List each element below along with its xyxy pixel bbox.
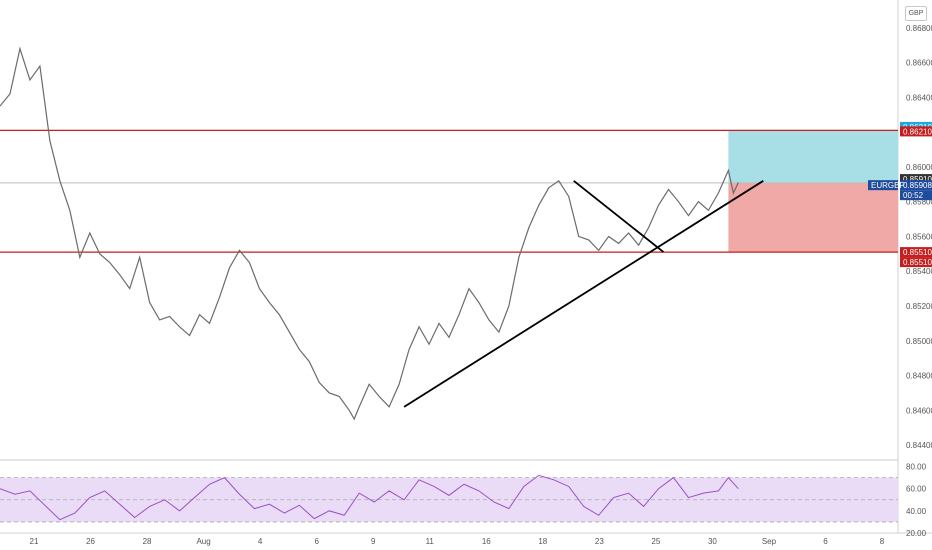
x-tick-label: 9 [371, 537, 376, 546]
price-badge [900, 190, 932, 201]
trendline [403, 180, 764, 408]
symbol-badge [868, 180, 898, 191]
x-tick-label: 4 [258, 537, 263, 546]
x-tick-label: 18 [538, 537, 547, 546]
x-tick-label: 28 [143, 537, 152, 546]
price-badge [900, 180, 932, 191]
price-badge [900, 174, 932, 185]
y-tick-label: 0.84400 [906, 441, 932, 450]
x-tick-label: 26 [86, 537, 95, 546]
x-tick-label: Sep [762, 537, 777, 546]
x-tick-label: 25 [651, 537, 660, 546]
price-badge-label: 0.86210 [903, 127, 932, 136]
x-tick-label: 11 [426, 537, 435, 546]
symbol-badge-label: EURGBP [871, 181, 905, 190]
price-badge [900, 247, 932, 258]
x-tick-label: 30 [708, 537, 717, 546]
x-tick-label: Aug [196, 537, 210, 546]
price-badge-label: 00:52 [903, 191, 924, 200]
x-tick-label: 16 [482, 537, 491, 546]
rsi-line [0, 474, 739, 521]
stop-zone [728, 182, 898, 253]
rsi-y-tick-label: 40.00 [906, 507, 927, 516]
rsi-y-tick-label: 20.00 [906, 529, 927, 538]
rsi-y-tick-label: 60.00 [906, 485, 927, 494]
x-tick-label: 8 [880, 537, 885, 546]
price-badge [900, 257, 932, 268]
x-tick-label: 23 [595, 537, 604, 546]
x-tick-label: 21 [30, 537, 39, 546]
price-badge-label: 0.85510 [903, 258, 932, 267]
price-badge-label: 0.85910 [903, 175, 932, 184]
price-badge [900, 126, 932, 137]
x-tick-label: 6 [314, 537, 319, 546]
currency-label: GBP [905, 6, 927, 21]
rsi-y-tick-label: 80.00 [906, 463, 927, 472]
price-badge-label: 0.85908 [903, 181, 932, 190]
price-badge-label: 0.85510 [903, 248, 932, 257]
price-line [0, 46, 739, 421]
target-zone [728, 130, 898, 183]
x-tick-label: 6 [823, 537, 828, 546]
trendline [573, 180, 665, 253]
